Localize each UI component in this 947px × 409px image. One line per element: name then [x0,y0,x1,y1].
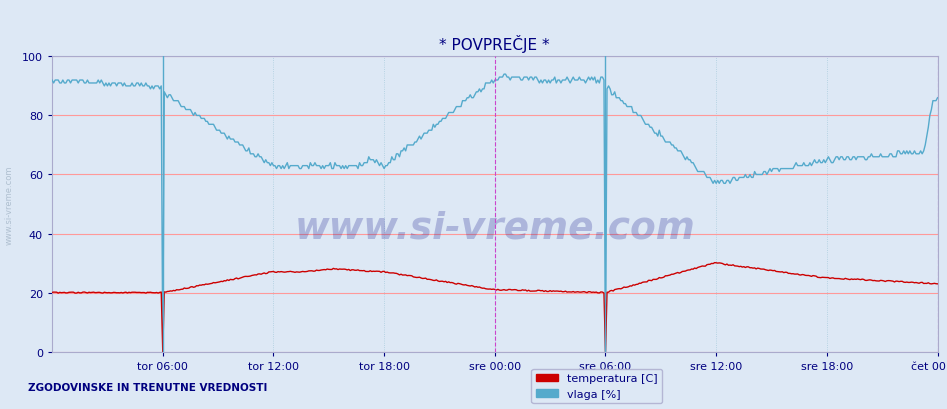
Legend: temperatura [C], vlaga [%]: temperatura [C], vlaga [%] [531,369,662,403]
Text: www.si-vreme.com: www.si-vreme.com [295,210,695,246]
Title: * POVPREČJE *: * POVPREČJE * [439,35,550,53]
Text: www.si-vreme.com: www.si-vreme.com [5,165,14,244]
Text: ZGODOVINSKE IN TRENUTNE VREDNOSTI: ZGODOVINSKE IN TRENUTNE VREDNOSTI [28,382,268,392]
